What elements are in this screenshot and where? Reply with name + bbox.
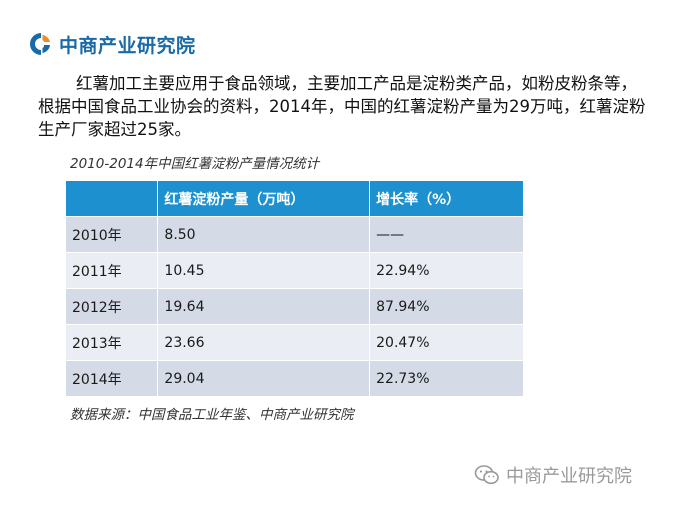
intro-text: 红薯加工主要应用于食品领域，主要加工产品是淀粉类产品，如粉皮粉条等，根据中国食品…	[38, 74, 646, 139]
cell-output: 19.64	[157, 288, 371, 325]
header-year	[66, 181, 159, 217]
header-output: 红薯淀粉产量（万吨）	[157, 181, 371, 217]
wechat-icon	[474, 465, 499, 485]
cell-growth: 20.47%	[369, 324, 524, 361]
logo-text: 中商产业研究院	[59, 34, 196, 57]
data-source-note: 数据来源：中国食品工业年鉴、中商产业研究院	[70, 407, 354, 423]
cell-year: 2014年	[66, 360, 159, 397]
table-title: 2010-2014年中国红薯淀粉产量情况统计	[70, 156, 320, 172]
cell-growth: ——	[369, 216, 524, 253]
table-row: 2013年 23.66 20.47%	[66, 324, 524, 361]
watermark-text: 中商产业研究院	[506, 466, 632, 487]
watermark: 中商产业研究院	[474, 462, 632, 488]
cell-year: 2012年	[66, 288, 159, 325]
cell-output: 23.66	[157, 324, 371, 361]
cell-growth: 22.94%	[369, 252, 524, 289]
starch-output-table: 红薯淀粉产量（万吨） 增长率（%） 2010年 8.50 —— 2011年 10…	[66, 181, 524, 397]
cell-year: 2011年	[66, 252, 159, 289]
table-row: 2010年 8.50 ——	[66, 216, 524, 253]
cell-output: 8.50	[157, 216, 371, 253]
cell-output: 29.04	[157, 360, 371, 397]
intro-paragraph: 红薯加工主要应用于食品领域，主要加工产品是淀粉类产品，如粉皮粉条等，根据中国食品…	[38, 72, 650, 141]
table-row: 2014年 29.04 22.73%	[66, 360, 524, 397]
cell-growth: 87.94%	[369, 288, 524, 325]
cell-growth: 22.73%	[369, 360, 524, 397]
cell-year: 2010年	[66, 216, 159, 253]
cc-logo-icon	[30, 33, 50, 55]
cell-year: 2013年	[66, 324, 159, 361]
header-growth: 增长率（%）	[369, 181, 524, 217]
cell-output: 10.45	[157, 252, 371, 289]
table-header-row: 红薯淀粉产量（万吨） 增长率（%）	[66, 181, 524, 217]
table-row: 2011年 10.45 22.94%	[66, 252, 524, 289]
table-row: 2012年 19.64 87.94%	[66, 288, 524, 325]
brand-logo: 中商产业研究院	[28, 28, 196, 60]
